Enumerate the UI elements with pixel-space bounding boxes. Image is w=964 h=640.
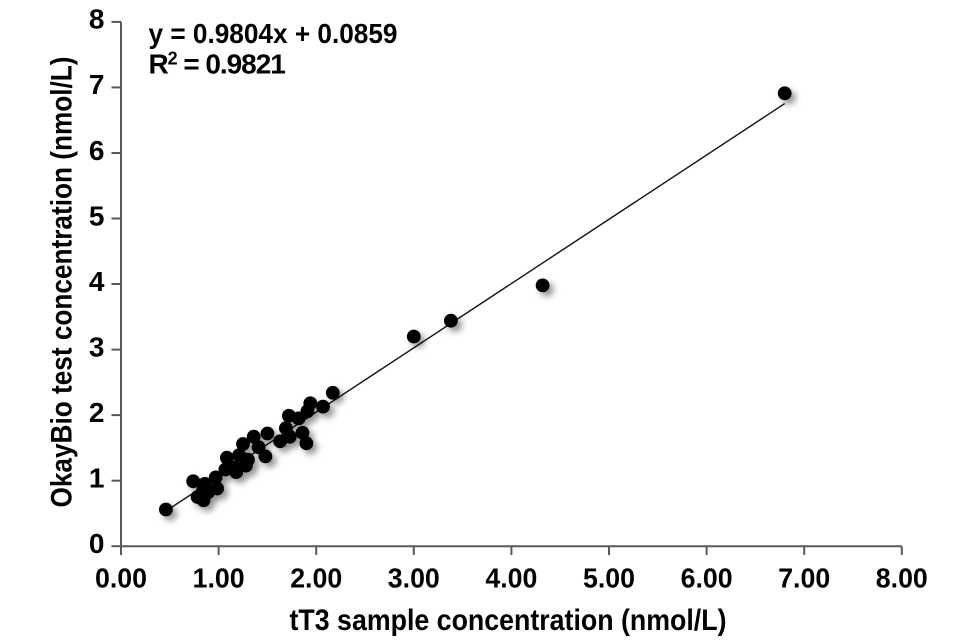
svg-text:5: 5 bbox=[89, 200, 105, 231]
svg-text:8.00: 8.00 bbox=[876, 563, 928, 594]
svg-text:0.00: 0.00 bbox=[95, 563, 147, 594]
svg-text:2: 2 bbox=[89, 397, 105, 428]
svg-text:1: 1 bbox=[89, 463, 105, 494]
svg-text:7.00: 7.00 bbox=[778, 563, 830, 594]
svg-text:y = 0.9804x + 0.0859: y = 0.9804x + 0.0859 bbox=[149, 18, 398, 49]
svg-text:3: 3 bbox=[89, 331, 105, 362]
svg-text:6.00: 6.00 bbox=[681, 563, 733, 594]
svg-text:1.00: 1.00 bbox=[193, 563, 245, 594]
svg-text:2.00: 2.00 bbox=[290, 563, 342, 594]
svg-text:OkayBio test concentration (nm: OkayBio test concentration (nmol/L) bbox=[46, 57, 79, 508]
svg-text:4.00: 4.00 bbox=[485, 563, 537, 594]
svg-text:0: 0 bbox=[89, 528, 105, 559]
svg-text:tT3 sample concentration (nmol: tT3 sample concentration (nmol/L) bbox=[290, 604, 727, 637]
svg-text:6: 6 bbox=[89, 135, 105, 166]
svg-text:8: 8 bbox=[89, 4, 105, 35]
svg-text:5.00: 5.00 bbox=[583, 563, 635, 594]
svg-text:3.00: 3.00 bbox=[388, 563, 440, 594]
svg-text:7: 7 bbox=[89, 69, 105, 100]
svg-text:4: 4 bbox=[89, 266, 105, 297]
